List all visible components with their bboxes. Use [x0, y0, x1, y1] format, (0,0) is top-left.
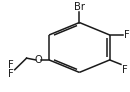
- Text: F: F: [122, 65, 127, 75]
- Text: Br: Br: [74, 2, 85, 12]
- Text: F: F: [124, 30, 130, 40]
- Text: F: F: [8, 60, 14, 70]
- Text: O: O: [35, 55, 42, 65]
- Text: F: F: [8, 69, 14, 79]
